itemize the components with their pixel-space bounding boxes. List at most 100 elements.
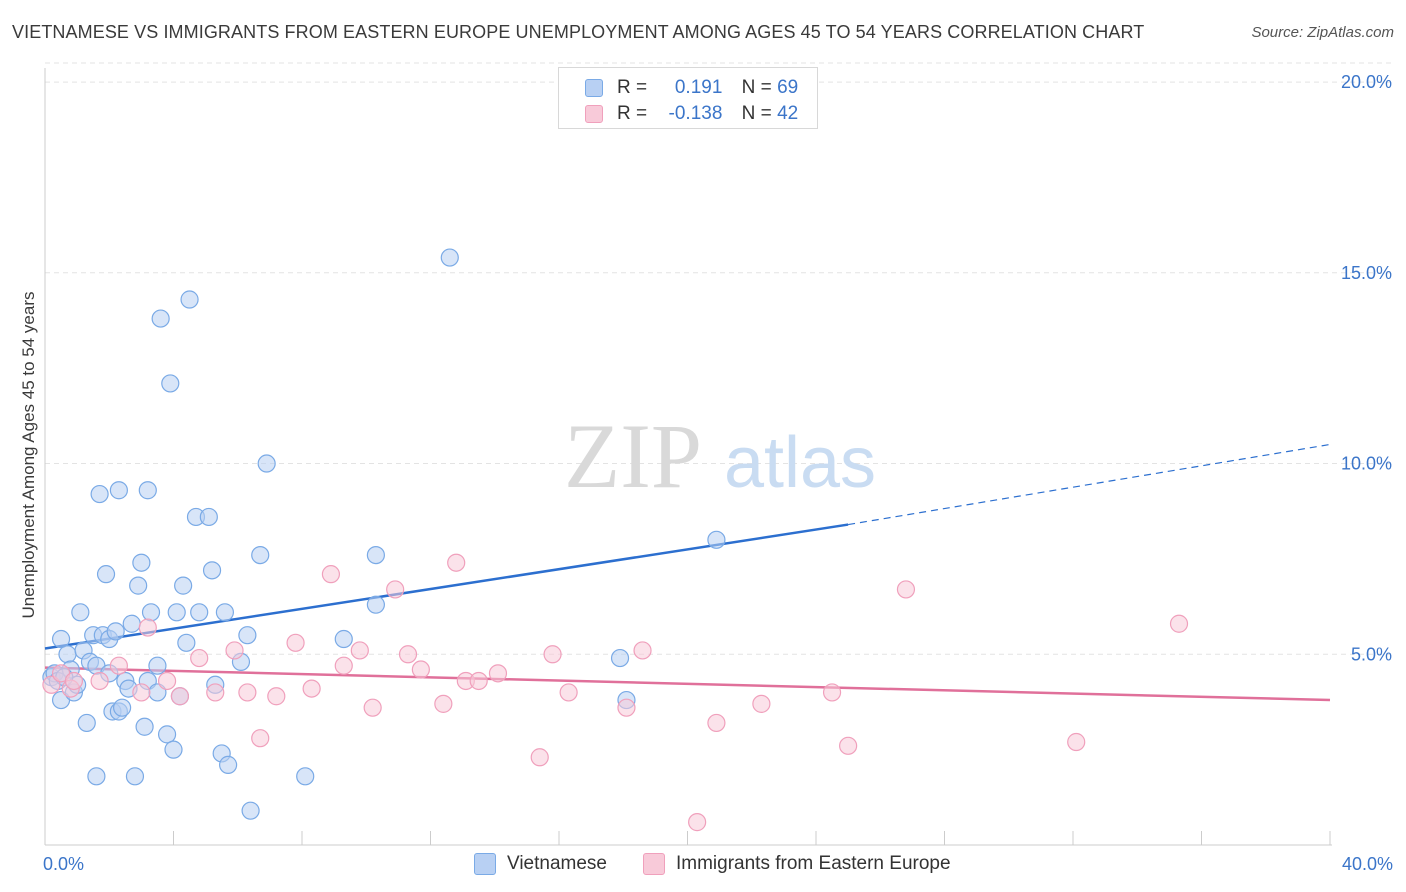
point-vietnamese bbox=[167, 603, 186, 622]
watermark: ZIP atlas bbox=[564, 405, 876, 507]
point-vietnamese bbox=[135, 717, 154, 736]
x-tick-labels: 0.0% 40.0% bbox=[43, 854, 1393, 874]
point-eastern-europe bbox=[469, 671, 488, 691]
point-vietnamese bbox=[157, 725, 177, 744]
point-vietnamese bbox=[238, 626, 257, 645]
series-legend: Vietnamese Immigrants from Eastern Europ… bbox=[0, 852, 1406, 878]
point-vietnamese bbox=[177, 633, 196, 652]
point-vietnamese bbox=[138, 481, 157, 500]
trend-line-vietnamese-extension bbox=[848, 443, 1331, 526]
point-eastern-europe bbox=[286, 633, 305, 652]
y-axis-label: Unemployment Among Ages 45 to 54 years bbox=[19, 291, 38, 619]
y-tick-label: 20.0% bbox=[1341, 72, 1392, 92]
point-vietnamese bbox=[109, 481, 128, 500]
point-vietnamese bbox=[199, 507, 218, 527]
point-vietnamese bbox=[366, 545, 385, 565]
y-tick-label: 10.0% bbox=[1341, 454, 1392, 474]
point-vietnamese bbox=[215, 603, 234, 622]
point-eastern-europe bbox=[434, 694, 453, 713]
point-vietnamese bbox=[90, 484, 109, 504]
point-eastern-europe bbox=[206, 683, 225, 702]
legend-label-eastern-europe: Immigrants from Eastern Europe bbox=[676, 853, 951, 874]
legend-label-vietnamese: Vietnamese bbox=[507, 853, 607, 874]
n-label: N = bbox=[741, 77, 772, 98]
point-vietnamese bbox=[257, 454, 276, 473]
point-eastern-europe bbox=[839, 736, 858, 755]
point-eastern-europe bbox=[386, 580, 405, 599]
point-vietnamese bbox=[251, 545, 270, 565]
point-eastern-europe bbox=[138, 618, 157, 637]
point-vietnamese bbox=[132, 553, 151, 572]
point-vietnamese bbox=[219, 755, 238, 774]
x-tick-label: 0.0% bbox=[43, 854, 84, 874]
point-vietnamese bbox=[610, 648, 630, 668]
point-eastern-europe bbox=[633, 641, 652, 660]
point-vietnamese bbox=[112, 698, 132, 717]
trend-line-eastern-europe bbox=[44, 666, 1331, 702]
point-vietnamese bbox=[96, 565, 116, 584]
point-eastern-europe bbox=[90, 671, 109, 691]
point-vietnamese bbox=[122, 614, 141, 633]
point-vietnamese bbox=[141, 603, 161, 622]
x-tick-label: 40.0% bbox=[1342, 854, 1393, 874]
point-vietnamese bbox=[440, 248, 459, 267]
point-vietnamese bbox=[241, 801, 260, 820]
point-eastern-europe bbox=[822, 683, 842, 702]
point-vietnamese bbox=[707, 530, 726, 549]
point-vietnamese bbox=[334, 629, 353, 649]
point-vietnamese bbox=[296, 767, 315, 786]
point-vietnamese bbox=[164, 740, 183, 759]
point-eastern-europe bbox=[267, 687, 286, 706]
watermark-atlas: atlas bbox=[724, 423, 876, 503]
point-eastern-europe bbox=[321, 565, 341, 584]
legend-swatch-eastern-europe bbox=[643, 853, 665, 875]
point-eastern-europe bbox=[302, 679, 321, 698]
point-eastern-europe bbox=[707, 713, 726, 733]
y-tick-label: 5.0% bbox=[1351, 644, 1392, 664]
point-vietnamese bbox=[180, 290, 199, 309]
y-tick-label: 15.0% bbox=[1341, 263, 1392, 283]
point-eastern-europe bbox=[238, 683, 257, 702]
r-label: R = bbox=[617, 103, 648, 124]
point-eastern-europe bbox=[543, 645, 562, 664]
point-vietnamese bbox=[190, 603, 209, 622]
point-eastern-europe bbox=[251, 729, 270, 748]
point-eastern-europe bbox=[447, 553, 466, 572]
point-eastern-europe bbox=[363, 698, 382, 717]
point-vietnamese bbox=[77, 713, 96, 733]
point-vietnamese bbox=[87, 767, 106, 786]
point-vietnamese bbox=[129, 576, 148, 595]
r-value-vietnamese: 0.191 bbox=[674, 77, 723, 98]
point-eastern-europe bbox=[350, 641, 369, 660]
point-eastern-europe bbox=[225, 641, 244, 660]
point-eastern-europe bbox=[411, 660, 430, 679]
point-vietnamese bbox=[51, 629, 71, 649]
point-eastern-europe bbox=[617, 698, 636, 717]
y-tick-labels: 5.0% 10.0% 15.0% 20.0% bbox=[1341, 72, 1392, 664]
point-vietnamese bbox=[148, 656, 167, 675]
chart-title: VIETNAMESE VS IMMIGRANTS FROM EASTERN EU… bbox=[12, 22, 1145, 42]
point-vietnamese bbox=[202, 561, 222, 580]
point-eastern-europe bbox=[157, 671, 177, 691]
point-vietnamese bbox=[71, 603, 90, 622]
legend-swatch-vietnamese bbox=[474, 853, 496, 875]
point-eastern-europe bbox=[752, 694, 771, 713]
point-eastern-europe bbox=[170, 687, 190, 706]
n-label: N = bbox=[741, 103, 772, 124]
legend-swatch-vietnamese bbox=[585, 79, 603, 97]
point-eastern-europe bbox=[109, 656, 128, 675]
source-label: Source: ZipAtlas.com bbox=[1251, 24, 1394, 41]
point-eastern-europe bbox=[896, 580, 916, 599]
point-vietnamese bbox=[151, 309, 170, 328]
point-vietnamese bbox=[161, 374, 180, 393]
n-value-eastern-europe: 42 bbox=[777, 103, 799, 124]
point-eastern-europe bbox=[530, 748, 549, 767]
point-eastern-europe bbox=[488, 664, 508, 683]
trend-line-vietnamese bbox=[44, 523, 849, 650]
point-vietnamese bbox=[106, 622, 125, 641]
r-value-eastern-europe: -0.138 bbox=[668, 103, 723, 124]
point-vietnamese bbox=[174, 576, 193, 595]
point-eastern-europe bbox=[190, 648, 209, 668]
grid-lines bbox=[45, 62, 1392, 655]
point-eastern-europe bbox=[398, 645, 418, 664]
